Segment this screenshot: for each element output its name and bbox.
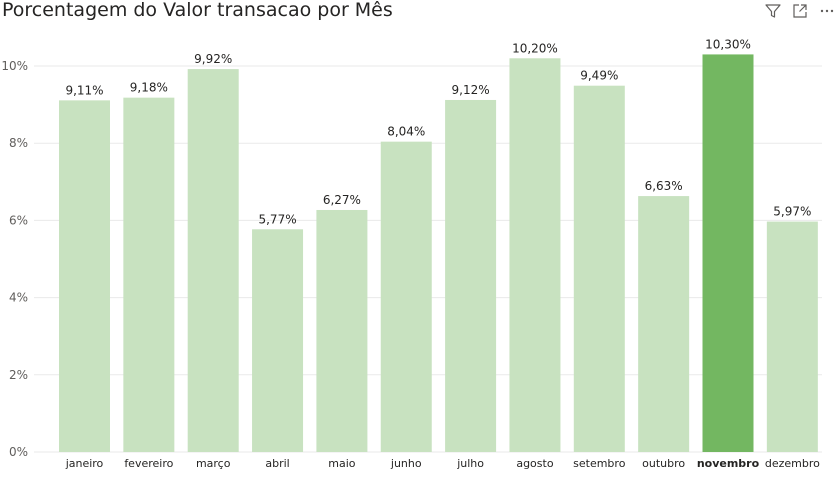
visual-toolbar bbox=[764, 2, 836, 20]
data-label-agosto: 10,20% bbox=[512, 41, 558, 55]
filter-icon[interactable] bbox=[764, 2, 782, 20]
x-tick-label-agosto: agosto bbox=[516, 457, 553, 470]
y-tick-label: 10% bbox=[1, 59, 28, 73]
y-tick-label: 0% bbox=[9, 445, 28, 459]
bar-outubro[interactable] bbox=[638, 196, 690, 452]
chart-title: Porcentagem do Valor transacao por Mês bbox=[2, 0, 393, 21]
x-tick-label-junho: junho bbox=[390, 457, 422, 470]
x-tick-label-março: março bbox=[196, 457, 231, 470]
bar-maio[interactable] bbox=[316, 209, 368, 452]
x-tick-label-outubro: outubro bbox=[642, 457, 685, 470]
data-label-abril: 5,77% bbox=[258, 212, 296, 226]
data-label-junho: 8,04% bbox=[387, 125, 425, 139]
x-tick-label-setembro: setembro bbox=[573, 457, 626, 470]
data-label-novembro: 10,30% bbox=[705, 37, 751, 51]
x-tick-label-abril: abril bbox=[265, 457, 289, 470]
data-label-julho: 9,12% bbox=[452, 83, 490, 97]
bar-março[interactable] bbox=[187, 69, 239, 452]
x-tick-label-maio: maio bbox=[328, 457, 356, 470]
bar-setembro[interactable] bbox=[573, 85, 625, 452]
x-tick-label-janeiro: janeiro bbox=[65, 457, 104, 470]
y-tick-label: 4% bbox=[9, 291, 28, 305]
x-tick-label-novembro: novembro bbox=[697, 457, 760, 470]
y-tick-label: 2% bbox=[9, 368, 28, 382]
data-label-outubro: 6,63% bbox=[645, 179, 683, 193]
bar-agosto[interactable] bbox=[509, 58, 561, 452]
y-tick-label: 6% bbox=[9, 213, 28, 227]
bar-julho[interactable] bbox=[445, 99, 497, 452]
focus-mode-icon[interactable] bbox=[791, 2, 809, 20]
bars bbox=[59, 54, 818, 453]
y-axis-ticks: 0% 2% 4% 6% 8% 10% bbox=[1, 59, 28, 459]
x-axis-ticks: janeiro fevereiro março abril maio junho julho… bbox=[65, 457, 820, 470]
data-label-dezembro: 5,97% bbox=[773, 205, 811, 219]
bar-janeiro[interactable] bbox=[59, 100, 110, 452]
x-tick-label-julho: julho bbox=[456, 457, 484, 470]
more-options-icon[interactable] bbox=[818, 2, 836, 20]
bar-novembro[interactable] bbox=[702, 54, 754, 453]
data-label-março: 9,92% bbox=[194, 52, 232, 66]
y-tick-label: 8% bbox=[9, 136, 28, 150]
bar-junho[interactable] bbox=[380, 141, 432, 452]
data-label-fevereiro: 9,18% bbox=[130, 81, 168, 95]
data-label-setembro: 9,49% bbox=[580, 69, 618, 83]
bar-fevereiro[interactable] bbox=[123, 97, 175, 452]
data-labels: 9,11% 9,18% 9,92% 5,77% 6,27% 8,04% 9,12% 10,20… bbox=[65, 37, 811, 226]
data-label-janeiro: 9,11% bbox=[65, 83, 103, 97]
bar-abril[interactable] bbox=[252, 229, 304, 452]
x-tick-label-fevereiro: fevereiro bbox=[124, 457, 173, 470]
x-tick-label-dezembro: dezembro bbox=[765, 457, 820, 470]
data-label-maio: 6,27% bbox=[323, 193, 361, 207]
bar-dezembro[interactable] bbox=[766, 221, 818, 452]
